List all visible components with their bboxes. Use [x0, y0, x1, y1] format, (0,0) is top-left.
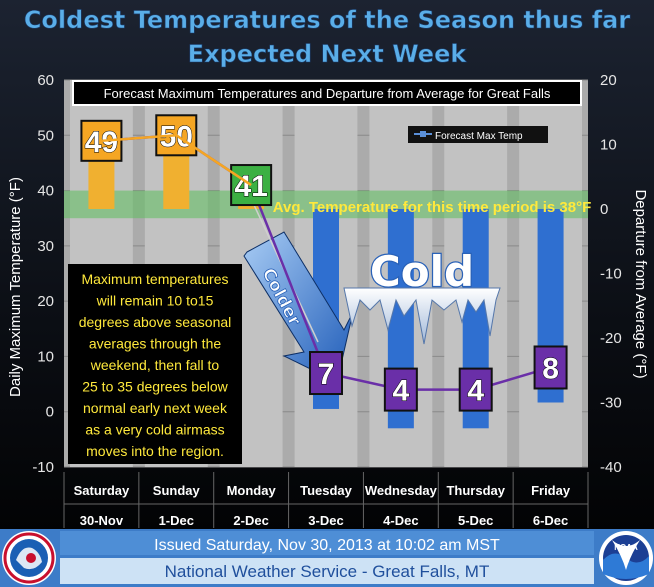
- value-label: 7: [318, 358, 335, 391]
- chart-title-line-1: Coldest Temperatures of the Season thus …: [24, 6, 631, 34]
- y-axis-label-left: Daily Maximum Temperature (°F): [7, 177, 24, 397]
- y2-tick-label: 20: [600, 72, 617, 89]
- y-tick-label: 40: [37, 183, 54, 200]
- chart-title-line-2: Expected Next Week: [188, 40, 468, 68]
- y-axis-label-right: Departure from Average (°F): [632, 189, 649, 378]
- subtitle-box: [72, 80, 582, 106]
- y-tick-label: 50: [37, 127, 54, 144]
- cold-label: Cold: [370, 247, 474, 296]
- value-box: [309, 351, 343, 396]
- legend-box: [408, 126, 548, 143]
- footer-issued-strip: [60, 531, 594, 555]
- x-tick-label-day: Thursday: [446, 483, 505, 498]
- footer-office-strip: [60, 558, 594, 584]
- x-tick-label-date: 3-Dec: [308, 513, 343, 528]
- y-tick-label: 30: [37, 238, 54, 255]
- x-tick-label-day: Friday: [531, 483, 571, 498]
- average-temperature-note: Avg. Temperature for this time period is…: [273, 199, 592, 216]
- value-label: 4: [393, 375, 410, 408]
- chart-subtitle: Forecast Maximum Temperatures and Depart…: [104, 86, 551, 101]
- nws-logo: [2, 531, 56, 585]
- x-tick-label-date: 2-Dec: [233, 513, 268, 528]
- narrative-line: degrees above seasonal: [79, 314, 232, 330]
- narrative-line: averages through the: [89, 336, 222, 352]
- x-tick-label-date: 1-Dec: [159, 513, 194, 528]
- forecast-max-temp-line-warm: [101, 134, 252, 187]
- noaa-logo: NOAA: [599, 531, 653, 585]
- x-tick-label-day: Saturday: [74, 483, 130, 498]
- value-box: [533, 345, 568, 390]
- y-tick-label: 10: [37, 348, 54, 365]
- x-tick-label-day: Monday: [227, 483, 277, 498]
- y2-tick-label: -30: [600, 395, 622, 412]
- y2-tick-label: 10: [600, 137, 617, 154]
- narrative-line: 25 to 35 degrees below: [82, 379, 228, 395]
- y-tick-label: 0: [46, 404, 54, 421]
- narrative-line: moves into the region.: [86, 443, 224, 459]
- value-box: [383, 367, 418, 412]
- office-text: National Weather Service - Great Falls, …: [165, 562, 490, 581]
- y2-tick-label: 0: [600, 201, 608, 218]
- svg-text:NOAA: NOAA: [614, 543, 638, 552]
- right-axis-ticks: -40 -30 -20 -10 0 10 20: [600, 72, 622, 476]
- legend: Forecast Max Temp: [408, 126, 548, 143]
- y-tick-label: -10: [32, 459, 54, 476]
- value-label: 41: [234, 170, 267, 203]
- narrative-line: as a very cold airmass: [85, 422, 224, 438]
- y2-tick-label: -10: [600, 266, 622, 283]
- narrative-line: weekend, then fall to: [90, 357, 220, 373]
- x-tick-label-date: 6-Dec: [533, 513, 568, 528]
- narrative-text: Maximum temperatures will remain 10 to15 d…: [79, 271, 232, 459]
- y-tick-label: 60: [37, 72, 54, 89]
- legend-label: Forecast Max Temp: [435, 131, 523, 142]
- value-label: 4: [467, 375, 484, 408]
- narrative-line: Maximum temperatures: [81, 271, 228, 287]
- legend-marker: [420, 131, 426, 137]
- x-tick-label-date: 30-Nov: [80, 513, 124, 528]
- issued-text: Issued Saturday, Nov 30, 2013 at 10:02 a…: [154, 537, 500, 554]
- cold-icicles-graphic: Cold: [343, 246, 501, 345]
- x-axis-labels: Saturday 30-Nov Sunday 1-Dec Monday 2-Dec Tues…: [63, 472, 589, 528]
- x-tick-label-day: Sunday: [153, 483, 201, 498]
- y2-tick-label: -40: [600, 459, 622, 476]
- value-label: 8: [542, 352, 559, 385]
- y-tick-label: 20: [37, 293, 54, 310]
- x-tick-label-day: Tuesday: [300, 483, 353, 498]
- narrative-box: [68, 264, 242, 464]
- narrative-line: will remain 10 to15: [96, 293, 214, 309]
- x-tick-label-date: 5-Dec: [458, 513, 493, 528]
- value-box: [458, 367, 493, 412]
- x-tick-label-date: 4-Dec: [383, 513, 418, 528]
- y2-tick-label: -20: [600, 330, 622, 347]
- narrative-line: normal early next week: [83, 400, 228, 416]
- value-label: 49: [85, 126, 118, 159]
- x-tick-label-day: Wednesday: [365, 483, 438, 498]
- left-axis-ticks: -10 0 10 20 30 40 50 60: [32, 72, 54, 476]
